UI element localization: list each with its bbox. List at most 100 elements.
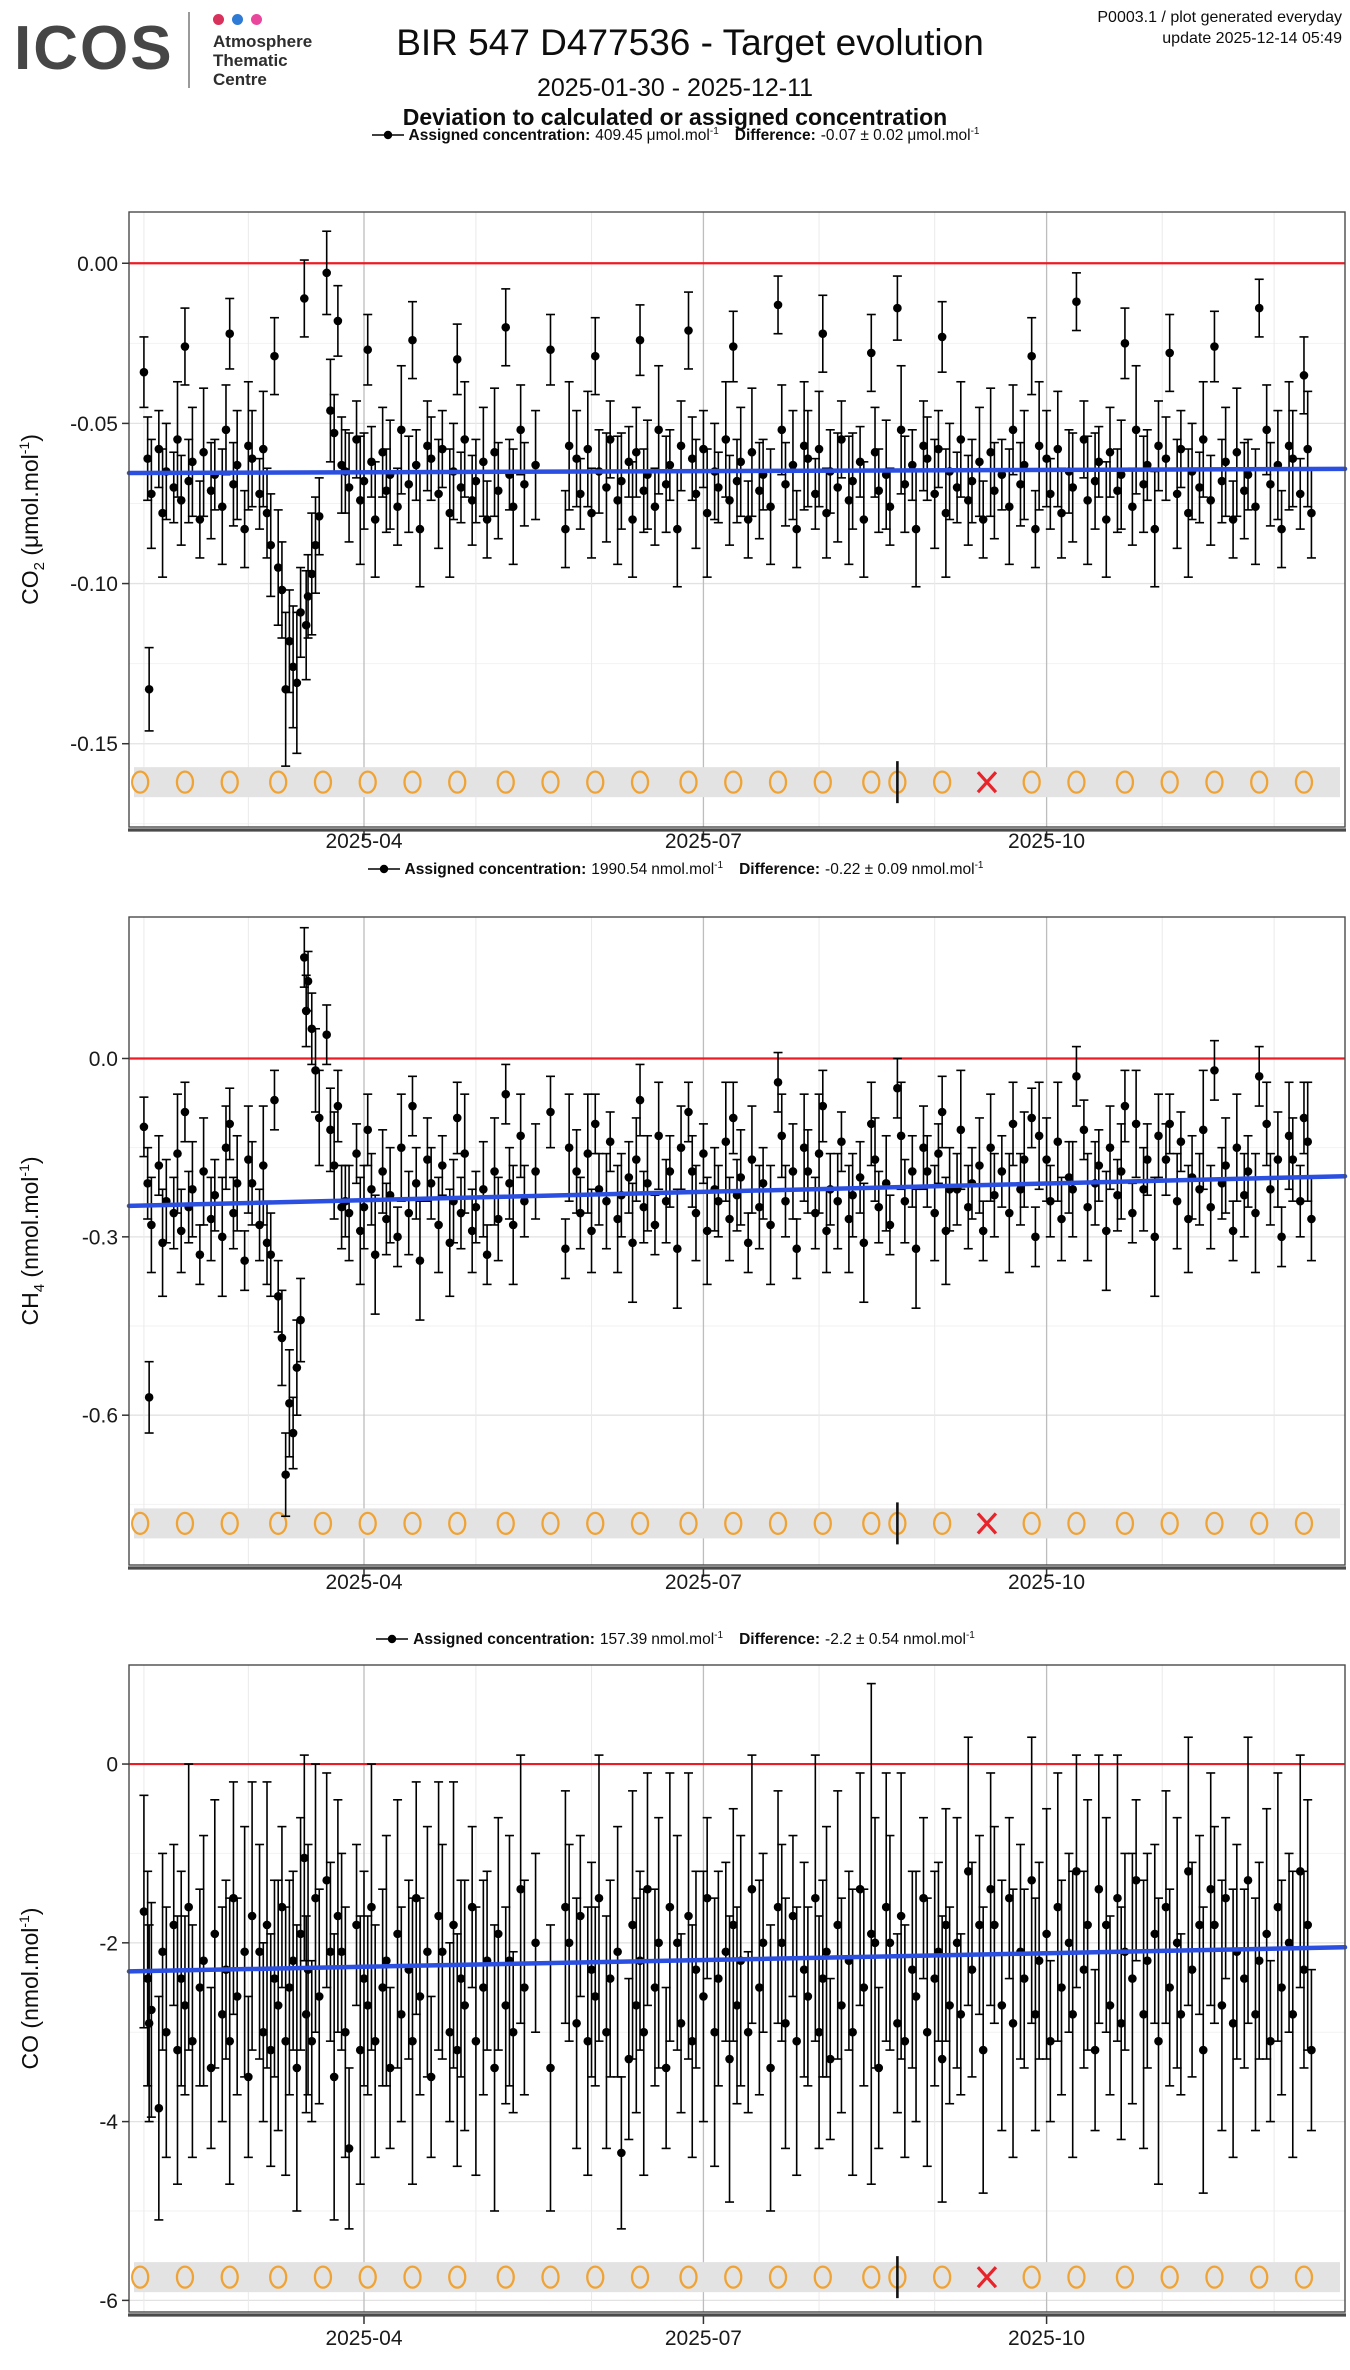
target-circle-icon (403, 770, 422, 794)
page-title: BIR 547 D477536 - Target evolution (396, 22, 984, 63)
target-circle-icon (220, 770, 239, 794)
target-circle-icon (1022, 2265, 1041, 2289)
target-circle-icon (175, 770, 195, 794)
errorbar-marker-icon (371, 130, 404, 140)
y-tick-label: -0.6 (82, 1405, 118, 1428)
plot-heading: Deviation to calculated or assigned conc… (402, 104, 948, 130)
legend-unit-exp: -1 (709, 126, 719, 137)
target-episode-band (131, 761, 1340, 804)
target-circle-icon (679, 1511, 698, 1536)
legend-unit-exp: -1 (970, 126, 980, 137)
y-tick-label: 0 (106, 1754, 118, 1777)
legend-unit-exp: -1 (965, 1630, 975, 1641)
target-circle-icon (679, 2265, 698, 2289)
target-circle-icon (269, 770, 288, 794)
target-circle-icon (541, 1511, 560, 1536)
target-episode-band (131, 2256, 1340, 2299)
y-tick-label: -4 (99, 2111, 118, 2134)
red-x-marker-icon (976, 1512, 998, 1535)
target-circle-icon (630, 770, 650, 794)
y-tick-label: -0.10 (70, 573, 118, 596)
target-circle-icon (630, 2265, 650, 2289)
target-circle-icon (1115, 2265, 1135, 2289)
target-circle-icon (768, 770, 788, 794)
trend-line (126, 1173, 1348, 1209)
plot-border (128, 1664, 1346, 2313)
target-circle-icon (358, 770, 377, 794)
target-circle-icon (1160, 2265, 1179, 2289)
target-circle-icon (586, 770, 605, 794)
x-axis: 2025-04 2025-07 2025-10 (325, 2316, 1085, 2350)
x-tick-label: 2025-04 (325, 2327, 402, 2350)
co2-legend: Assigned concentration: 409.45 μmol.mol-1 D… (0, 126, 1350, 145)
y-axis: 0 -2 -4 -6 (99, 1754, 129, 2313)
target-circle-icon (933, 770, 952, 794)
x-tick-label: 2025-10 (1008, 2327, 1085, 2350)
target-circle-icon (448, 770, 467, 794)
legend-diff-value: -0.07 ± 0.02 (820, 127, 904, 145)
y-axis-title: CO (nmol.mol-1) (16, 1908, 43, 2070)
target-circle-icon (813, 1511, 832, 1536)
target-circle-icon (1160, 1511, 1179, 1536)
x-axis: 2025-04 2025-07 2025-10 (325, 830, 1085, 853)
y-tick-label: -0.3 (82, 1226, 118, 1249)
target-circle-icon (448, 1511, 467, 1536)
legend-unit: nmol.mol (651, 1631, 715, 1649)
target-circle-icon (131, 770, 150, 794)
y-tick-label: -0.05 (70, 413, 118, 436)
target-circle-icon (131, 1511, 150, 1536)
legend-assigned-value: 157.39 (599, 1631, 648, 1649)
co2-deviation-chart: 0.00 -0.05 -0.10 -0.15 2025-04 2025-07 2025-10… (16, 211, 1348, 853)
target-circle-icon (1294, 2265, 1314, 2289)
date-range: 2025-01-30 - 2025-12-11 (536, 74, 814, 102)
legend-assigned-label: Assigned concentration: (413, 1631, 595, 1649)
target-circle-icon (496, 2265, 515, 2289)
target-circle-icon (1160, 770, 1179, 794)
co-deviation-chart: 0 -2 -4 -6 2025-04 2025-07 2025-10 CO (nmol.mol… (16, 1664, 1348, 2350)
target-circle-icon (724, 1511, 743, 1536)
x-tick-label: 2025-07 (665, 1571, 742, 1594)
org-name: Atmosphere Thematic Centre (213, 32, 312, 89)
legend-diff-label: Difference: (739, 1631, 821, 1649)
target-circle-icon (175, 2265, 195, 2289)
plot-border (128, 211, 1346, 828)
x-tick-label: 2025-07 (665, 830, 742, 853)
target-circle-icon (1022, 770, 1041, 794)
target-circle-icon (220, 2265, 239, 2289)
legend-unit-exp: -1 (974, 860, 984, 871)
target-circle-icon (541, 770, 560, 794)
y-tick-label: -0.15 (70, 733, 118, 756)
legend-unit: nmol.mol (903, 1631, 966, 1649)
errorbar-marker-icon (376, 1634, 409, 1644)
target-circle-icon (358, 2265, 377, 2289)
target-circle-icon (630, 1511, 650, 1536)
target-circle-icon (313, 1511, 333, 1536)
target-circle-icon (768, 1511, 788, 1536)
legend-diff-value: -2.2 ± 0.54 (825, 1631, 900, 1649)
target-circle-icon (933, 1511, 952, 1536)
plot-meta: P0003.1 / plot generated everyday update… (1097, 8, 1342, 50)
target-circle-icon (1205, 2265, 1224, 2289)
target-circle-icon (1115, 770, 1135, 794)
target-circle-icon (1250, 2265, 1269, 2289)
legend-unit: μmol.mol (646, 127, 710, 145)
target-circle-icon (1067, 2265, 1086, 2289)
target-circle-icon (768, 2265, 788, 2289)
target-circle-icon (131, 2265, 150, 2289)
trend-line (126, 1945, 1348, 1974)
ch4-deviation-chart: 0.0 -0.3 -0.6 2025-04 2025-07 2025-10 CH4 (nmo… (16, 916, 1348, 1594)
org-line: Thematic (213, 51, 288, 71)
legend-assigned-label: Assigned concentration: (408, 127, 591, 145)
legend-unit: nmol.mol (911, 861, 975, 879)
legend-unit: μmol.mol (907, 127, 971, 145)
target-circle-icon (1022, 1511, 1041, 1536)
target-circle-icon (1067, 770, 1086, 794)
legend-diff-label: Difference: (739, 861, 821, 879)
target-circle-icon (269, 2265, 288, 2289)
target-circle-icon (541, 2265, 560, 2289)
legend-assigned-value: 1990.54 (591, 861, 648, 879)
target-circle-icon (813, 770, 832, 794)
org-line: Atmosphere (213, 32, 313, 51)
target-circle-icon (724, 770, 743, 794)
target-circle-icon (862, 1511, 881, 1536)
